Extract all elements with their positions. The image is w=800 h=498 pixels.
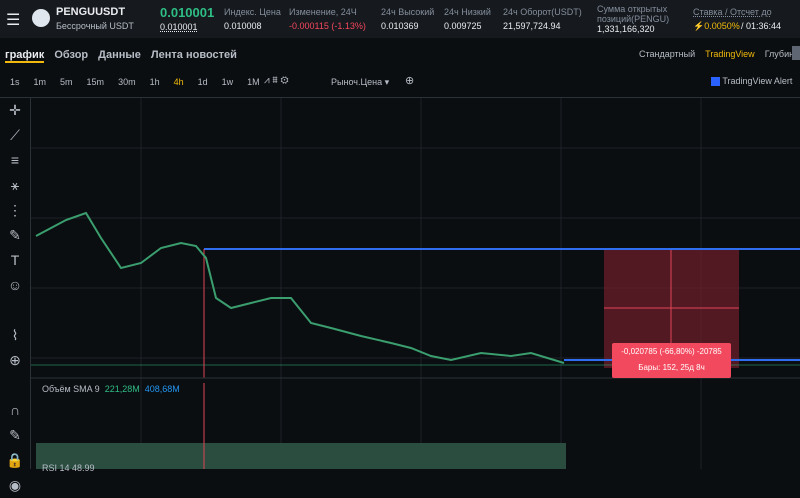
volume-value1: 221,28M [104,384,140,394]
price-path [35,211,565,364]
stat-label: 24ч Низкий [444,7,491,17]
tab[interactable]: график [5,49,45,63]
subtitle: Бессрочный USDT [56,21,134,31]
view-option[interactable]: Глубина [764,49,800,59]
rsi-legend: RSI 14 48.99 [42,463,95,473]
open-interest-value: 1,331,166,320 [597,24,655,34]
stat-value: 0.009725 [444,21,482,31]
stat-label: Индекс. Цена [224,7,281,17]
stat-label: 24ч Оборот(USDT) [503,7,582,17]
interval[interactable]: 1d [197,77,208,87]
stat-label: Изменение, 24Ч [289,7,357,17]
stat-value: 0.010369 [381,21,419,31]
measure-label: -0,020785 (-66,80%) -20785 Бары: 152, 25д… [612,343,731,378]
stat-value: 21,597,724.94 [503,21,561,31]
price: 0.010001 [160,5,215,20]
interval[interactable]: 1h [149,77,160,87]
interval[interactable]: 4h [173,77,184,87]
chart-tools[interactable]: ⩘ ⩩ ⚙ [264,75,289,86]
interval[interactable]: 1m [33,77,47,87]
volume-legend: Объём SMA 9 221,28M 408,68M [42,384,180,394]
alert-text: TradingView Alert [722,76,793,86]
views: Стандартный TradingView Глубина [639,49,800,59]
measure-bars: Бары: 152, 25д 8ч [638,363,705,372]
price-type[interactable]: Рыноч.Цена ▾ [331,77,390,87]
volume-value2: 408,68M [144,384,180,394]
interval[interactable]: 30m [118,77,136,87]
open-interest-label: Сумма открытых позиций(PENGU) [597,4,670,24]
interval[interactable]: 1M [247,77,260,87]
add-indicator[interactable]: ⊕ [405,75,415,87]
price-type-text: Рыноч.Цена [331,77,383,87]
tab[interactable]: Обзор [54,49,89,61]
funding-countdown: / 01:36:44 [741,21,782,31]
interval[interactable]: 1w [221,77,234,87]
stat-value: -0.000115 (-1.13%) [289,21,366,31]
divider [0,97,800,98]
mark-price: 0.010001 [160,22,198,32]
alert-icon [711,77,720,87]
menu-icon[interactable]: ☰ [6,12,21,29]
header [0,0,800,38]
funding-label: Ставка / Отсчет до [693,7,772,17]
funding-rate-value: 0.0050% [704,21,740,31]
layout-icon[interactable] [792,46,800,60]
intervals: 1s 1m 5m 15m 30m 1h 4h 1d 1w 1M [10,77,274,87]
interval[interactable]: 15m [86,77,105,87]
drawing-tools[interactable]: ✛ ⟋ ≡ ⚹ ⋮ ✎ T ☺ ⌇ ⊕ ∩ ✎ 🔒 ◉ [0,98,31,493]
symbol[interactable]: PENGUUSDT [56,6,126,18]
interval[interactable]: 5m [60,77,73,87]
volume-label: Объём SMA 9 [42,384,100,394]
tab[interactable]: Лента новостей [150,49,237,61]
measure-change: -0,020785 (-66,80%) -20785 [621,347,722,356]
tab[interactable]: Данные [98,49,141,61]
coin-icon [32,9,50,27]
stat-value: 0.010008 [224,21,262,31]
view-option[interactable]: TradingView [705,49,755,59]
alert-button[interactable]: TradingView Alert [711,76,793,87]
stat-label: 24ч Высокий [381,7,435,17]
tabs: график Обзор Данные Лента новостей [5,49,247,63]
chart-area [31,98,800,469]
view-option[interactable]: Стандартный [639,49,696,59]
funding-rate: ⚡0.0050% [693,21,740,31]
interval[interactable]: 1s [10,77,20,87]
volume-bars [36,443,566,469]
